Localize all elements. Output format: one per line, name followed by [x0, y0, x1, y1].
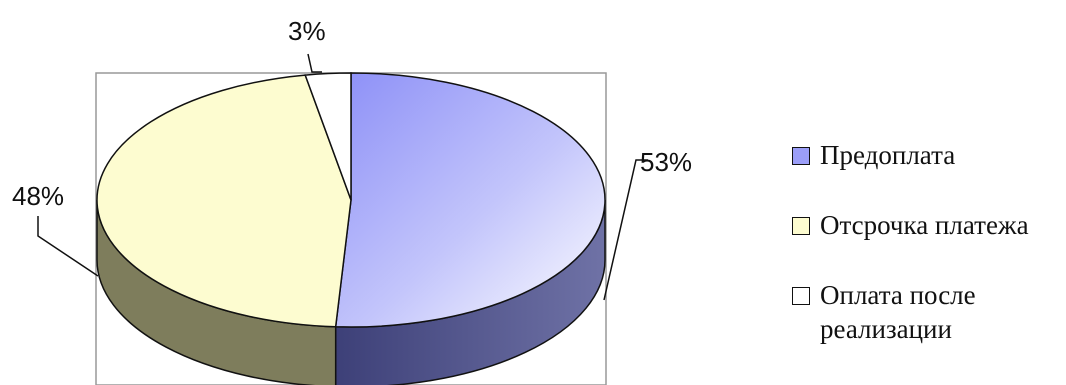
data-label-oplata-posle: 3%	[288, 16, 326, 46]
legend-item-predoplata: Предоплата	[792, 138, 1062, 172]
legend-label-otsrochka: Отсрочка платежа	[820, 210, 1029, 240]
legend: Предоплата Отсрочка платежа Оплата после…	[792, 138, 1062, 382]
data-label-predoplata: 53%	[640, 147, 692, 177]
leader-line-oplata-posle	[307, 53, 322, 73]
leader-line-otsrochka	[37, 216, 99, 277]
legend-label-oplata-posle: Оплата после реализации	[820, 280, 976, 344]
pie-tops	[96, 72, 606, 328]
legend-swatch-predoplata	[792, 147, 810, 165]
leader-line-predoplata	[603, 159, 648, 301]
data-label-otsrochka: 48%	[12, 181, 64, 211]
legend-swatch-oplata-posle	[792, 287, 810, 305]
legend-label-predoplata: Предоплата	[820, 140, 956, 170]
legend-item-oplata-posle: Оплата после реализации	[792, 278, 1062, 346]
pie-slice-oplata-posle	[304, 72, 352, 201]
legend-swatch-otsrochka	[792, 217, 810, 235]
legend-item-otsrochka: Отсрочка платежа	[792, 208, 1062, 242]
pie-slice-otsrochka	[96, 74, 352, 328]
leader-lines	[37, 53, 648, 301]
pie-slice-predoplata	[334, 72, 606, 328]
